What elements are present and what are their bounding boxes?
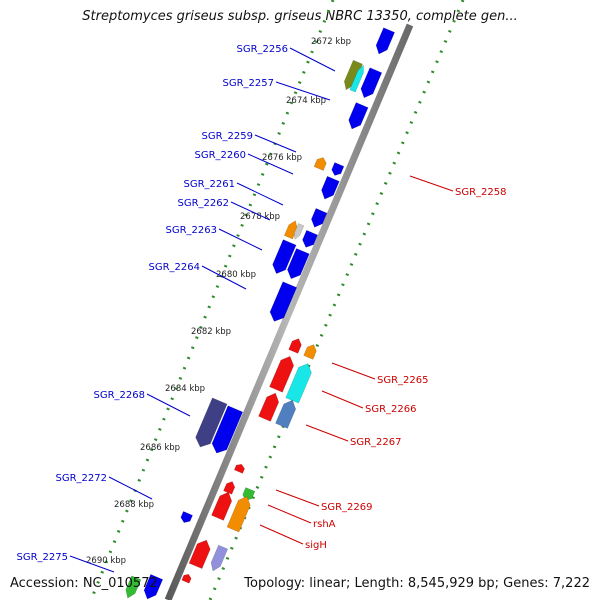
gene-label-sgr-2259[interactable]: SGR_2259 bbox=[202, 131, 254, 142]
right-label-leader bbox=[259, 524, 304, 545]
gene-label-sgr-2268[interactable]: SGR_2268 bbox=[94, 390, 146, 401]
gene-feature-sgr-2257[interactable] bbox=[360, 67, 383, 99]
gene-label-sgr-2260[interactable]: SGR_2260 bbox=[195, 150, 247, 161]
kbp-ticks: 2672 kbp 2674 kbp 2676 kbp 2678 kbp 2680 kbp… bbox=[86, 37, 351, 566]
gene-label-sgr-2265[interactable]: SGR_2265 bbox=[377, 375, 429, 386]
gene-label-sgr-2264[interactable]: SGR_2264 bbox=[149, 262, 201, 273]
gene-label-sgr-2275[interactable]: SGR_2275 bbox=[17, 552, 69, 563]
gene-feature-sgr-2275b[interactable] bbox=[125, 575, 142, 599]
gene-label-sigh[interactable]: sigH bbox=[305, 540, 327, 551]
gene-label-sgr-2263[interactable]: SGR_2263 bbox=[166, 225, 218, 236]
left-label-leader bbox=[69, 555, 115, 573]
gene-feature-sgr-2259[interactable] bbox=[313, 157, 327, 171]
gene-feature-sgr-2263[interactable] bbox=[302, 229, 318, 248]
dotted-track-0 bbox=[89, 0, 335, 600]
gene-label-sgr-2266[interactable]: SGR_2266 bbox=[365, 404, 417, 415]
gene-feature-sgr-2265b[interactable] bbox=[269, 356, 294, 393]
left-label-leader bbox=[146, 393, 191, 417]
left-label-leader bbox=[108, 476, 153, 500]
gene-label-sgr-2256[interactable]: SGR_2256 bbox=[237, 44, 289, 55]
gene-feature-sgr-2266[interactable] bbox=[285, 363, 312, 404]
gene-feature-sgr-2264c[interactable] bbox=[269, 281, 298, 322]
left-label-leader bbox=[254, 134, 297, 153]
gene-feature-sgr-2275[interactable] bbox=[143, 574, 164, 600]
genome-summary-text: Topology: linear; Length: 8,545,929 bp; … bbox=[244, 576, 590, 591]
left-label-leader bbox=[201, 265, 247, 290]
kbp-tick-label: 2672 kbp bbox=[311, 37, 351, 47]
gene-label-rsha[interactable]: rshA bbox=[313, 519, 336, 530]
gene-feature-sgr-2274[interactable] bbox=[210, 544, 229, 572]
left-label-leader bbox=[230, 201, 271, 221]
gene-label-sgr-2272[interactable]: SGR_2272 bbox=[56, 473, 108, 484]
gene-label-sgr-2262[interactable]: SGR_2262 bbox=[178, 198, 230, 209]
gene-feature-sgr-2269a[interactable] bbox=[233, 464, 245, 474]
left-label-leader bbox=[218, 228, 263, 251]
gene-feature-sgr-2256[interactable] bbox=[344, 59, 363, 91]
gene-feature-rsha[interactable] bbox=[211, 491, 232, 521]
kbp-tick-label: 2682 kbp bbox=[191, 327, 231, 337]
dotted-tracks bbox=[89, 0, 465, 600]
kbp-tick-label: 2684 kbp bbox=[165, 384, 205, 394]
kbp-tick-label: 2686 kbp bbox=[140, 443, 180, 453]
left-label-leader bbox=[289, 47, 336, 72]
gene-feature-sgr-2273[interactable] bbox=[188, 539, 211, 569]
left-label-leader bbox=[236, 182, 284, 206]
kbp-tick-label: 2690 kbp bbox=[86, 556, 126, 566]
gene-feature-sgr-2262[interactable] bbox=[283, 220, 298, 240]
gene-feature-sgr-2255[interactable] bbox=[375, 27, 395, 55]
gene-feature-sgr-2272[interactable] bbox=[180, 511, 193, 523]
gene-label-sgr-2258[interactable]: SGR_2258 bbox=[455, 187, 507, 198]
right-label-leader bbox=[275, 489, 320, 507]
right-label-leader bbox=[305, 424, 349, 442]
gene-feature-sgr-2257b[interactable] bbox=[348, 102, 369, 130]
gene-feature-sgr-2264[interactable] bbox=[272, 239, 297, 274]
left-label-leader bbox=[247, 153, 294, 175]
right-label-leader bbox=[409, 175, 454, 192]
gene-label-sgr-2267[interactable]: SGR_2267 bbox=[350, 437, 402, 448]
kbp-tick-label: 2678 kbp bbox=[240, 212, 280, 222]
gene-label-sgr-2269[interactable]: SGR_2269 bbox=[321, 502, 373, 513]
right-gene-labels: SGR_2258 SGR_2265 SGR_2266 SGR_2267 SGR_2269… bbox=[259, 175, 507, 551]
kbp-tick-label: 2688 kbp bbox=[114, 500, 154, 510]
gene-label-sgr-2257[interactable]: SGR_2257 bbox=[223, 78, 275, 89]
right-label-leader bbox=[321, 390, 364, 409]
left-label-leader bbox=[275, 81, 331, 101]
map-title: Streptomyces griseus subsp. griseus NBRC… bbox=[82, 9, 518, 24]
gene-feature-sgr-2260[interactable] bbox=[321, 175, 340, 200]
gene-feature-sgr-2265a[interactable] bbox=[288, 338, 302, 354]
right-label-leader bbox=[331, 362, 376, 380]
gene-feature-sgr-2267[interactable] bbox=[275, 399, 296, 429]
gene-feature-sgr-2256b[interactable] bbox=[349, 64, 364, 93]
gene-feature-sgr-2265[interactable] bbox=[303, 344, 317, 360]
chromosome-backbone bbox=[164, 23, 414, 600]
gene-features bbox=[125, 27, 395, 600]
gene-feature-sgr-2268b[interactable] bbox=[211, 405, 244, 454]
gene-feature-sgr-2266b[interactable] bbox=[258, 392, 279, 422]
gene-feature-sgr-2262b[interactable] bbox=[294, 223, 305, 240]
gene-feature-sgr-2275a[interactable] bbox=[181, 574, 192, 584]
gene-feature-sgr-2268[interactable] bbox=[195, 397, 228, 448]
gene-feature-sgr-2269[interactable] bbox=[223, 481, 236, 495]
right-label-leader bbox=[267, 504, 312, 524]
gene-feature-sgr-2264b[interactable] bbox=[287, 248, 310, 280]
kbp-tick-label: 2674 kbp bbox=[286, 96, 326, 106]
accession-text: Accession: NC_010572 bbox=[10, 576, 158, 591]
gene-label-sgr-2261[interactable]: SGR_2261 bbox=[184, 179, 236, 190]
gene-feature-sigh[interactable] bbox=[226, 496, 251, 533]
gene-feature-sgr-2259b[interactable] bbox=[331, 162, 345, 176]
kbp-tick-label: 2680 kbp bbox=[216, 270, 256, 280]
kbp-tick-label: 2676 kbp bbox=[262, 153, 302, 163]
left-gene-labels: SGR_2256 SGR_2257 SGR_2259 SGR_2260 SGR_2261… bbox=[17, 44, 336, 573]
gene-feature-sgr-2261[interactable] bbox=[311, 208, 328, 228]
